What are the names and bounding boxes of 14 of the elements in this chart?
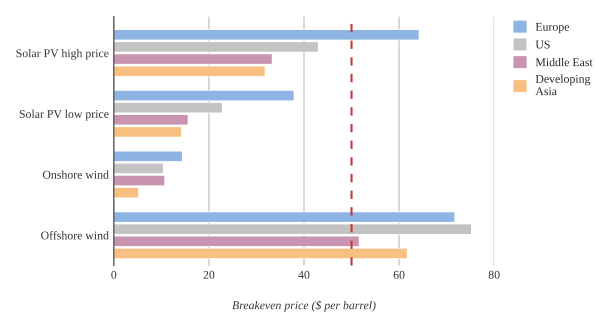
x-tick-label: 80: [488, 270, 500, 279]
x-tick-label: 20: [204, 270, 214, 279]
x-tick-label: 0: [111, 270, 116, 279]
y-tick-label: Onshore wind: [42, 170, 109, 179]
x-axis-title: Breakeven price ($ per barrel): [232, 300, 376, 312]
legend-label: Developing Asia: [535, 74, 590, 96]
legend-label: US: [536, 40, 550, 49]
x-tick-label: 60: [394, 270, 405, 279]
y-tick-label: Solar PV high price: [16, 48, 109, 60]
legend-label: Middle East: [536, 58, 593, 66]
x-tick-label: 40: [298, 270, 310, 279]
legend-label: Europe: [536, 22, 570, 34]
y-tick-label: Offshore wind: [41, 231, 109, 240]
y-tick-label: Solar PV low price: [20, 110, 109, 120]
